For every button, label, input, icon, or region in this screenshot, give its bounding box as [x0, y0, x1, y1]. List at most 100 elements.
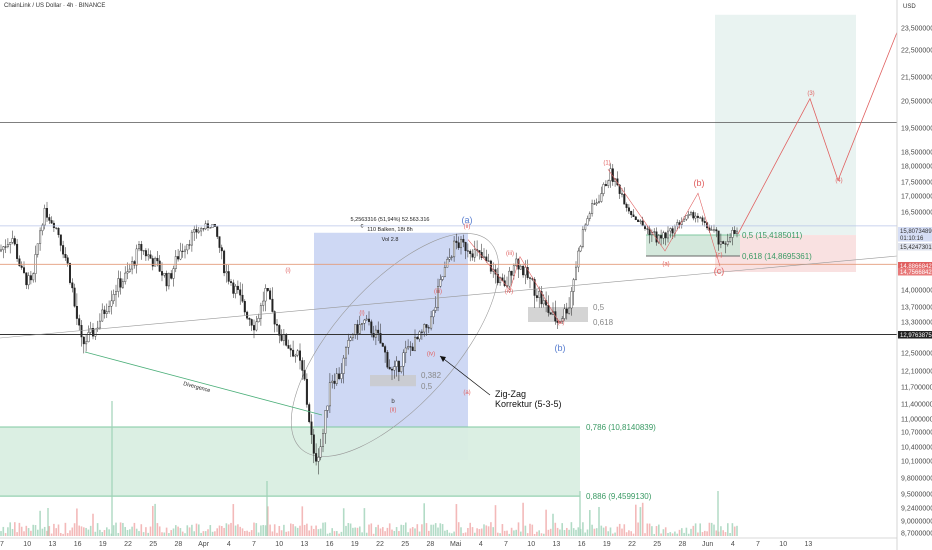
volume-bar: [23, 531, 25, 536]
candle-body: [294, 354, 297, 357]
candle-body: [570, 291, 573, 309]
volume-bar: [324, 522, 327, 536]
volume-bar: [559, 529, 561, 536]
candle-body: [342, 357, 345, 374]
candle-body: [167, 273, 170, 287]
candle-body: [473, 249, 476, 258]
candle-body: [664, 232, 667, 239]
volume-bar: [584, 532, 586, 536]
volume-bar: [262, 524, 264, 536]
x-tick-label: 19: [603, 541, 611, 548]
volume-bar: [147, 532, 149, 536]
volume-bar: [202, 531, 205, 536]
volume-bar: [46, 530, 48, 536]
price-tag: [898, 331, 932, 339]
volume-bar: [253, 522, 255, 536]
candle-body: [202, 228, 205, 230]
volume-bar: [492, 527, 494, 536]
volume-bar: [110, 533, 113, 536]
volume-bar: [674, 531, 676, 536]
candle-body: [20, 265, 23, 268]
wave-label: (b): [694, 178, 705, 188]
volume-bar: [731, 523, 734, 536]
candle-body: [197, 230, 200, 233]
candle-body: [595, 202, 598, 205]
y-tick-label: 19,5000000: [901, 126, 932, 133]
candle-body: [25, 272, 28, 286]
volume-bar: [87, 529, 90, 536]
x-tick-label: 10: [779, 541, 787, 548]
candle-body: [142, 250, 145, 252]
candle-body: [303, 370, 306, 380]
volume-bar: [287, 531, 290, 536]
candle-body: [453, 240, 456, 258]
candle-body: [694, 215, 697, 219]
candle-body: [220, 247, 223, 252]
candle-body: [147, 254, 150, 257]
volume-bar: [713, 524, 715, 536]
candle-body: [690, 212, 693, 215]
candle-body: [515, 258, 518, 267]
volume-bar: [2, 526, 5, 536]
candle-body: [662, 232, 665, 239]
volume-bar: [471, 527, 474, 536]
volume-bar: [365, 532, 368, 536]
candle-body: [287, 345, 290, 349]
volume-bar: [248, 531, 251, 536]
measure-text: 5,2563316 (51,94%) 52.563.316: [351, 217, 430, 223]
volume-bar: [411, 527, 414, 536]
volume-bar: [708, 522, 711, 536]
candle-body: [317, 457, 320, 462]
candle-body: [280, 335, 283, 341]
fib-label: 0,886 (9,4599130): [586, 492, 652, 501]
candle-body: [540, 291, 543, 305]
volume-bar: [4, 533, 7, 536]
candle-body: [354, 324, 357, 336]
candle-body: [149, 254, 152, 259]
candle-body: [524, 267, 527, 276]
candle-body: [655, 231, 658, 243]
volume-bar: [112, 525, 115, 536]
candle-body: [333, 380, 336, 384]
volume-bar: [301, 506, 304, 536]
candle-body: [588, 213, 591, 219]
volume-bar: [692, 525, 695, 536]
volume-bar: [733, 526, 736, 536]
candle-body: [402, 352, 405, 367]
candle-body: [450, 256, 453, 258]
candle-body: [600, 193, 603, 202]
volume-bar: [715, 530, 718, 536]
volume-bar: [163, 532, 166, 536]
candle-body: [80, 325, 83, 338]
volume-bar: [522, 502, 524, 536]
zigzag-box: [314, 232, 468, 461]
volume-bar: [531, 524, 534, 536]
candle-body: [420, 331, 423, 333]
volume-bar: [264, 525, 267, 536]
candle-body: [630, 210, 633, 216]
volume-bar: [57, 524, 60, 536]
candle-body: [457, 242, 460, 249]
volume-bar: [117, 532, 120, 536]
candle-body: [82, 336, 85, 345]
volume-bar: [239, 526, 241, 536]
volume-bar: [441, 524, 444, 536]
candle-body: [243, 301, 246, 313]
candle-body: [384, 346, 387, 353]
candle-body: [407, 346, 410, 349]
volume-bar: [126, 529, 129, 536]
volume-bar: [294, 526, 297, 536]
fib-zone: [0, 427, 580, 497]
fib-box-small-1: [370, 375, 416, 387]
volume-bar: [600, 525, 603, 536]
candle-body: [469, 250, 472, 254]
candle-body: [108, 306, 111, 312]
volume-bar: [177, 526, 179, 536]
candle-body: [526, 267, 529, 278]
volume-bar: [671, 533, 674, 536]
candle-body: [538, 291, 541, 298]
wave-label: (iii): [434, 289, 442, 295]
volume-bar: [308, 530, 310, 536]
